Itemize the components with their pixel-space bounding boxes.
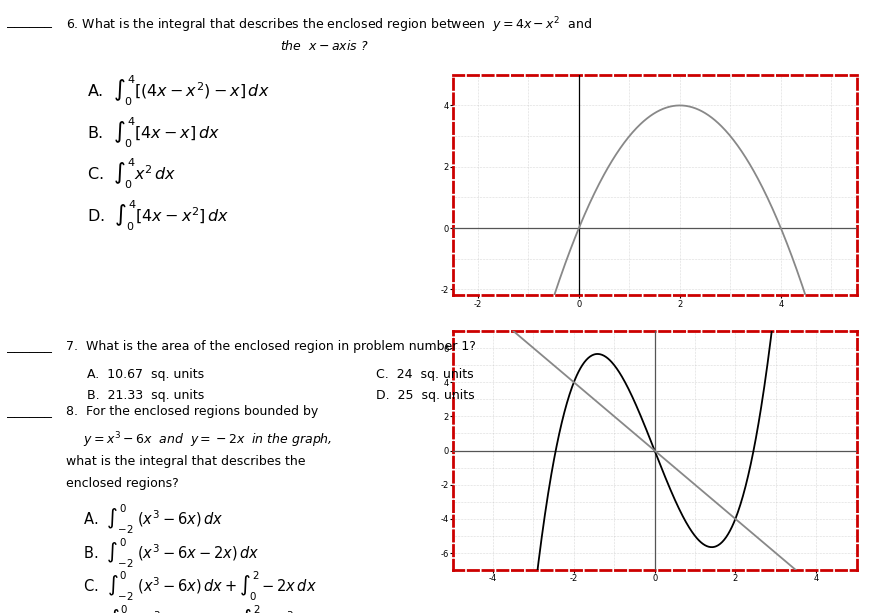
Text: D.  $\int_0^4 [4x - x^2]\, dx$: D. $\int_0^4 [4x - x^2]\, dx$	[87, 199, 230, 233]
Text: B.  21.33  sq. units: B. 21.33 sq. units	[87, 389, 205, 402]
Text: B.  $\int_{-2}^{0}$ $(x^3 - 6x - 2x)\, dx$: B. $\int_{-2}^{0}$ $(x^3 - 6x - 2x)\, dx…	[83, 536, 260, 569]
Text: ______: ______	[7, 15, 52, 28]
Text: $y = x^3 - 6x$  $and$  $y = -2x$  in the graph,: $y = x^3 - 6x$ $and$ $y = -2x$ in the gr…	[83, 430, 332, 450]
Text: B.  $\int_0^4[4x - x]\,dx$: B. $\int_0^4[4x - x]\,dx$	[87, 115, 220, 150]
Text: what is the integral that describes the: what is the integral that describes the	[66, 455, 305, 468]
Text: 7.  What is the area of the enclosed region in problem number 1?: 7. What is the area of the enclosed regi…	[66, 340, 475, 353]
Text: D.  $\int_{-2}^{0}$ $(x^3 - 4x)\, dx + \int_0^2(-x^3 + 4x)\, dx$: D. $\int_{-2}^{0}$ $(x^3 - 4x)\, dx + \i…	[83, 604, 358, 613]
Text: ______: ______	[7, 405, 52, 417]
Text: D.  25  sq. units: D. 25 sq. units	[376, 389, 475, 402]
Text: enclosed regions?: enclosed regions?	[66, 477, 178, 490]
Text: A.  10.67  sq. units: A. 10.67 sq. units	[87, 368, 205, 381]
Text: A.  $\int_{-2}^{0}$ $(x^3 - 6x)\, dx$: A. $\int_{-2}^{0}$ $(x^3 - 6x)\, dx$	[83, 503, 224, 536]
Text: A.  $\int_0^4[(4x - x^2) - x]\,dx$: A. $\int_0^4[(4x - x^2) - x]\,dx$	[87, 74, 270, 108]
Text: 6. What is the integral that describes the enclosed region between  $y = 4x - x^: 6. What is the integral that describes t…	[66, 15, 592, 35]
Text: C.  $\int_0^4 x^2\, dx$: C. $\int_0^4 x^2\, dx$	[87, 157, 177, 191]
Text: 8.  For the enclosed regions bounded by: 8. For the enclosed regions bounded by	[66, 405, 318, 417]
Text: C.  24  sq. units: C. 24 sq. units	[376, 368, 474, 381]
Text: the  $x - axis$ ?: the $x - axis$ ?	[280, 39, 368, 53]
Text: C.  $\int_{-2}^{0}$ $(x^3 - 6x)\, dx + \int_0^2 -2x\, dx$: C. $\int_{-2}^{0}$ $(x^3 - 6x)\, dx + \i…	[83, 570, 317, 603]
Text: ______: ______	[7, 340, 52, 353]
